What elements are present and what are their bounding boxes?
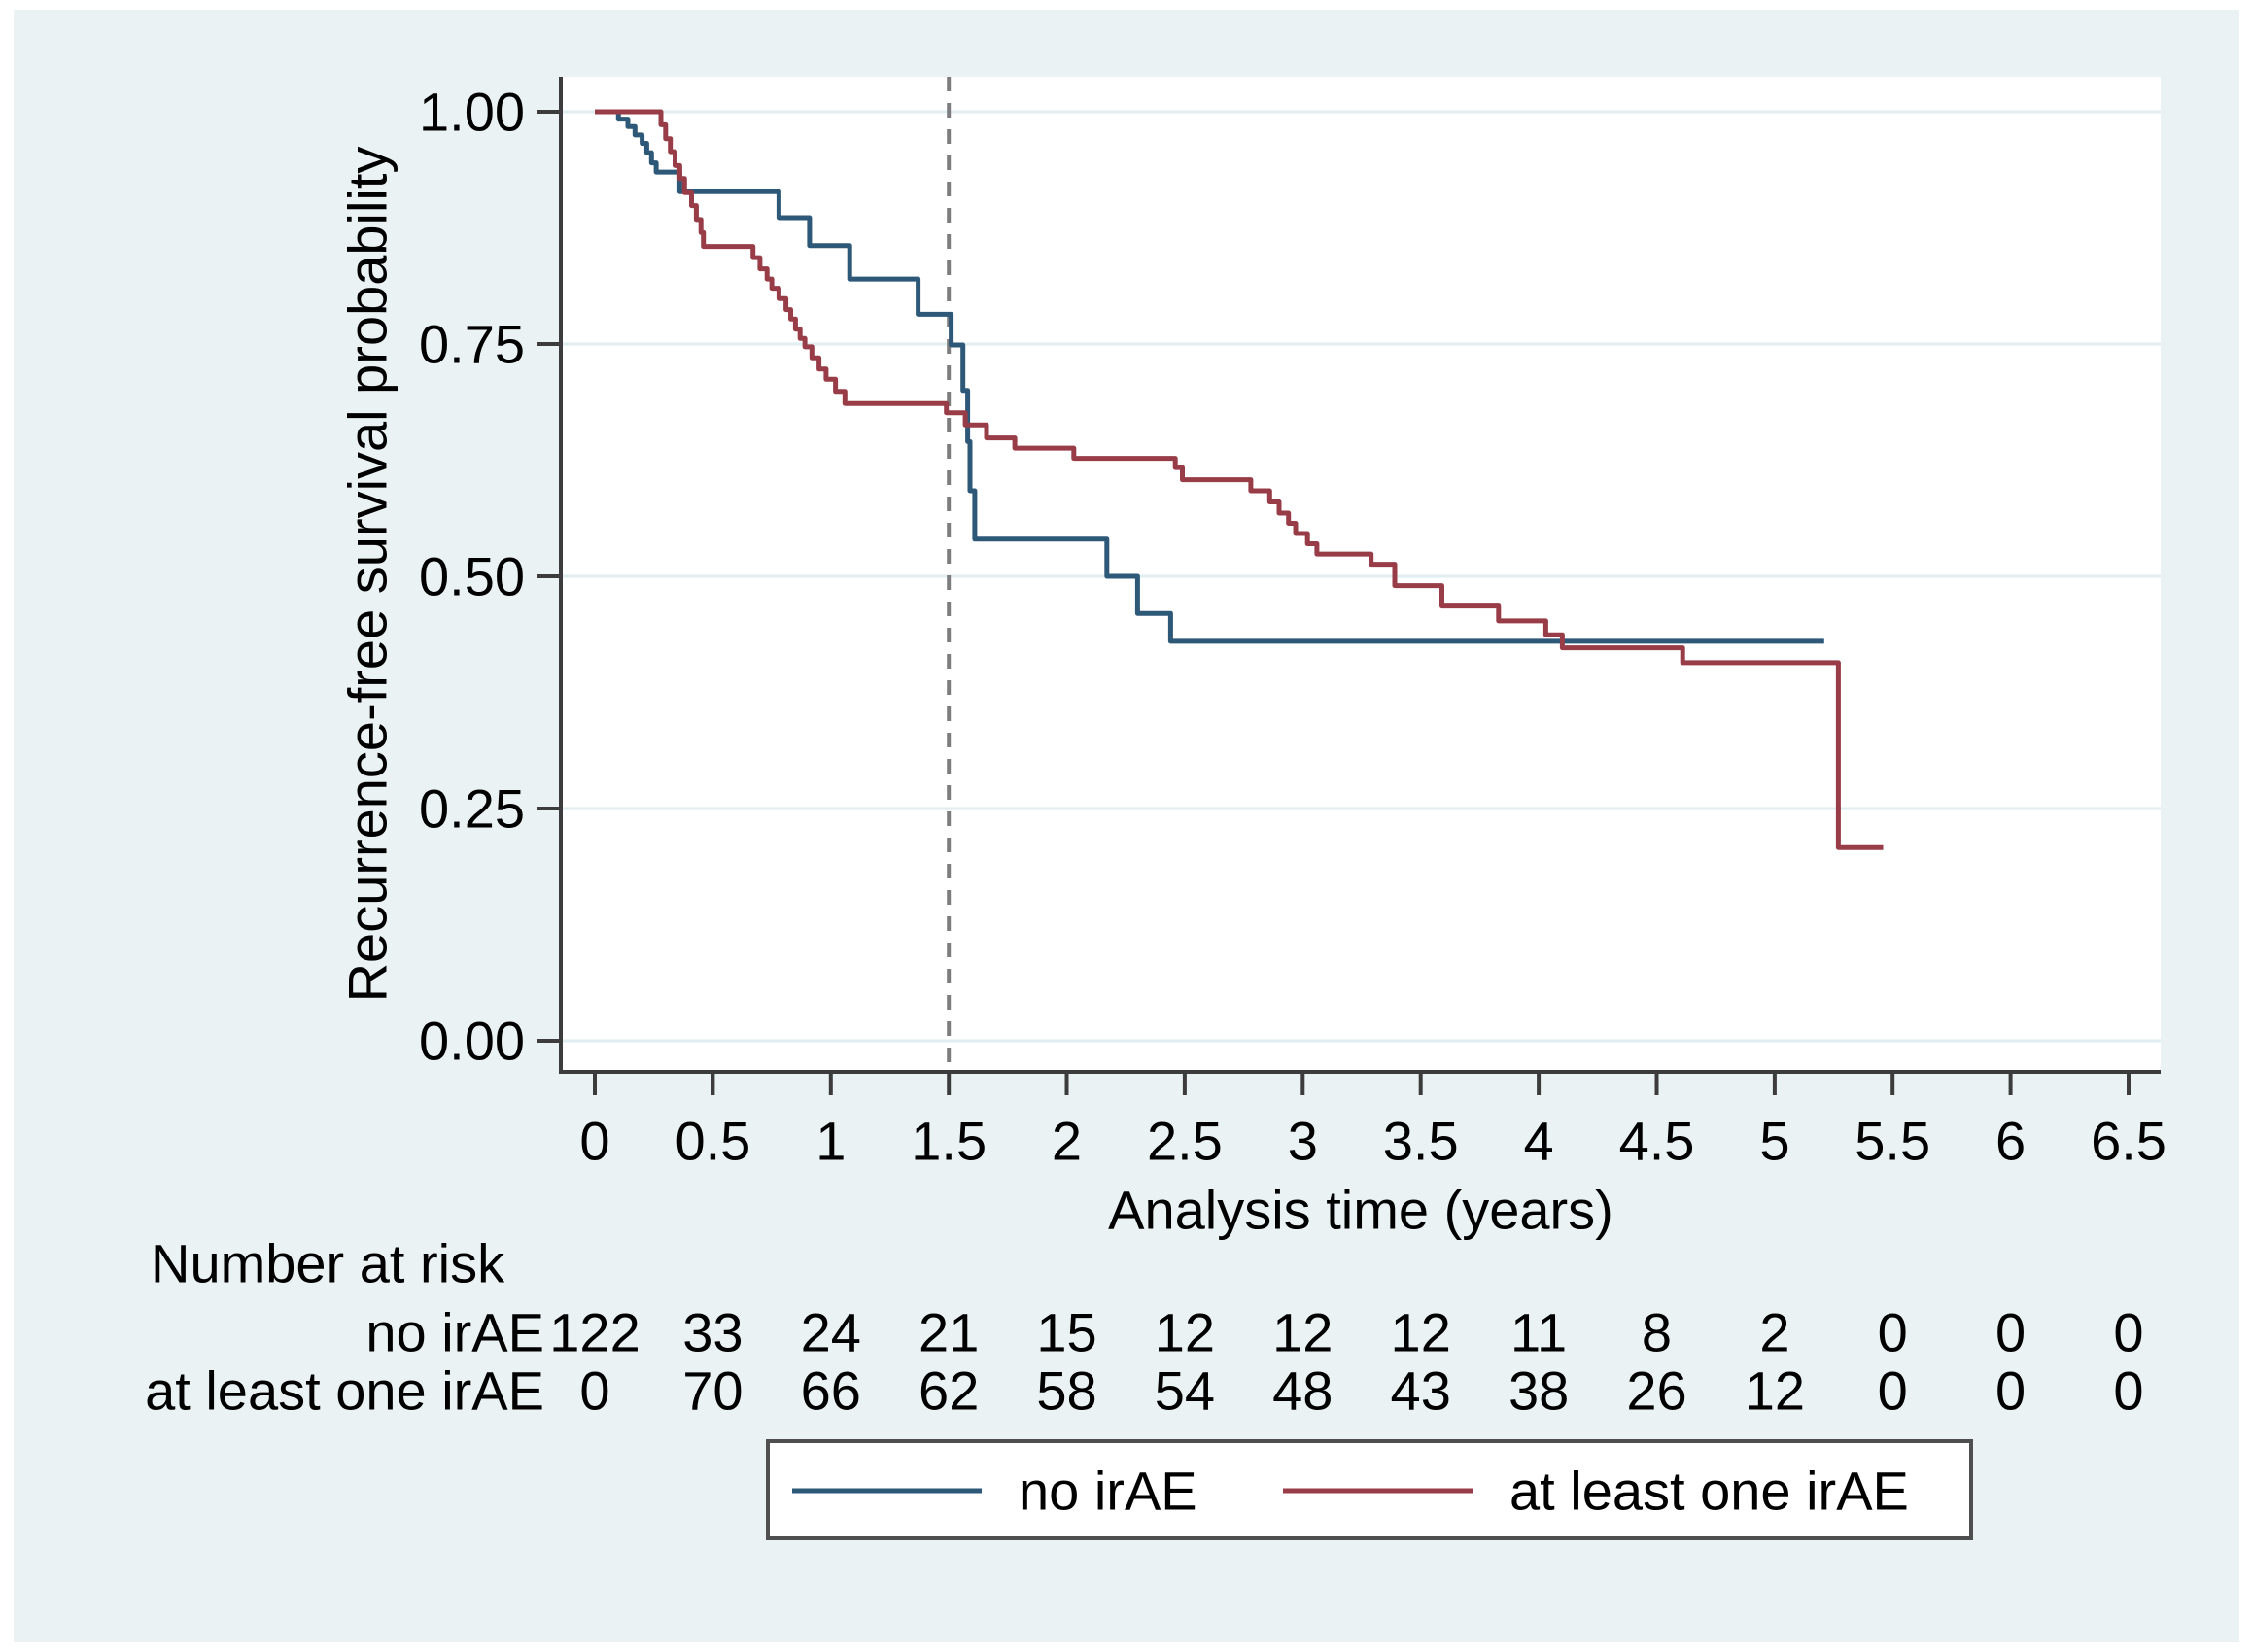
x-tick-label: 3 (1288, 1111, 1318, 1172)
risk-count: 48 (1272, 1360, 1333, 1422)
risk-count: 12 (1745, 1360, 1805, 1422)
risk-count: 0 (1878, 1360, 1908, 1422)
risk-row-label-no-irae: no irAE (365, 1302, 544, 1363)
survival-curves (595, 109, 1884, 850)
legend: no irAE at least one irAE (766, 1439, 1973, 1540)
risk-count: 24 (801, 1302, 861, 1363)
risk-count: 70 (682, 1360, 743, 1422)
risk-count: 21 (919, 1302, 979, 1363)
x-axis-title: Analysis time (years) (1108, 1180, 1613, 1241)
x-tick-label: 1.5 (911, 1111, 987, 1172)
x-tick-label: 0 (579, 1111, 609, 1172)
y-axis-title: Recurrence-free survival probability (337, 147, 399, 1003)
risk-count: 54 (1155, 1360, 1215, 1422)
x-tick-label: 2 (1052, 1111, 1082, 1172)
risk-count: 0 (579, 1360, 609, 1422)
risk-count: 0 (1878, 1302, 1908, 1363)
x-tick-label: 5.5 (1854, 1111, 1930, 1172)
y-tick-label: 0.75 (419, 314, 525, 375)
risk-count: 0 (2113, 1302, 2143, 1363)
x-tick-label: 1 (815, 1111, 846, 1172)
x-tick-label: 5 (1759, 1111, 1789, 1172)
legend-label-at-least-one-irae: at least one irAE (1509, 1461, 1909, 1522)
risk-count: 0 (1995, 1302, 2026, 1363)
y-tick-label: 0.50 (419, 546, 525, 607)
x-axis-ticks: 0 0.5 1 1.5 2 2.5 3 3.5 4 4.5 5 5.5 6 6.5 (579, 1072, 2166, 1172)
y-tick-label: 0.00 (419, 1011, 525, 1072)
y-tick-label: 0.25 (419, 778, 525, 840)
risk-count: 62 (919, 1360, 979, 1422)
risk-count: 12 (1391, 1302, 1451, 1363)
x-tick-label: 2.5 (1147, 1111, 1223, 1172)
risk-row-label-at-least-one-irae: at least one irAE (145, 1360, 544, 1422)
risk-count: 43 (1391, 1360, 1451, 1422)
risk-count: 122 (549, 1302, 640, 1363)
x-tick-label: 6 (1995, 1111, 2026, 1172)
survival-curve-at-least-one-irae (595, 109, 1884, 850)
risk-table: Number at risk no irAE at least one irAE… (145, 1233, 2143, 1422)
risk-table-title: Number at risk (151, 1233, 505, 1294)
risk-count: 12 (1272, 1302, 1333, 1363)
risk-count: 15 (1036, 1302, 1096, 1363)
x-tick-label: 4.5 (1619, 1111, 1695, 1172)
x-tick-label: 4 (1524, 1111, 1554, 1172)
risk-count: 8 (1642, 1302, 1672, 1363)
risk-count: 0 (1995, 1360, 2026, 1422)
risk-count: 2 (1759, 1302, 1789, 1363)
y-axis-ticks: 1.00 0.75 0.50 0.25 0.00 (419, 82, 561, 1072)
risk-count: 38 (1508, 1360, 1569, 1422)
legend-label-no-irae: no irAE (1019, 1461, 1197, 1522)
risk-count: 58 (1036, 1360, 1096, 1422)
risk-count: 12 (1155, 1302, 1215, 1363)
risk-count: 11 (1510, 1302, 1567, 1363)
x-tick-label: 0.5 (675, 1111, 750, 1172)
risk-counts: 122 33 24 21 15 12 12 12 11 8 2 0 0 00 70 66 62 58 54 48 43 3… (549, 1302, 2143, 1422)
x-tick-label: 3.5 (1383, 1111, 1459, 1172)
risk-count: 26 (1626, 1360, 1686, 1422)
risk-count: 0 (2113, 1360, 2143, 1422)
risk-count: 33 (682, 1302, 743, 1363)
gridlines (561, 110, 2161, 1043)
plot-area (561, 77, 2161, 1072)
risk-count: 66 (801, 1360, 861, 1422)
x-tick-label: 6.5 (2091, 1111, 2166, 1172)
survival-curve-no-irae (595, 109, 1824, 644)
y-tick-label: 1.00 (419, 82, 525, 143)
